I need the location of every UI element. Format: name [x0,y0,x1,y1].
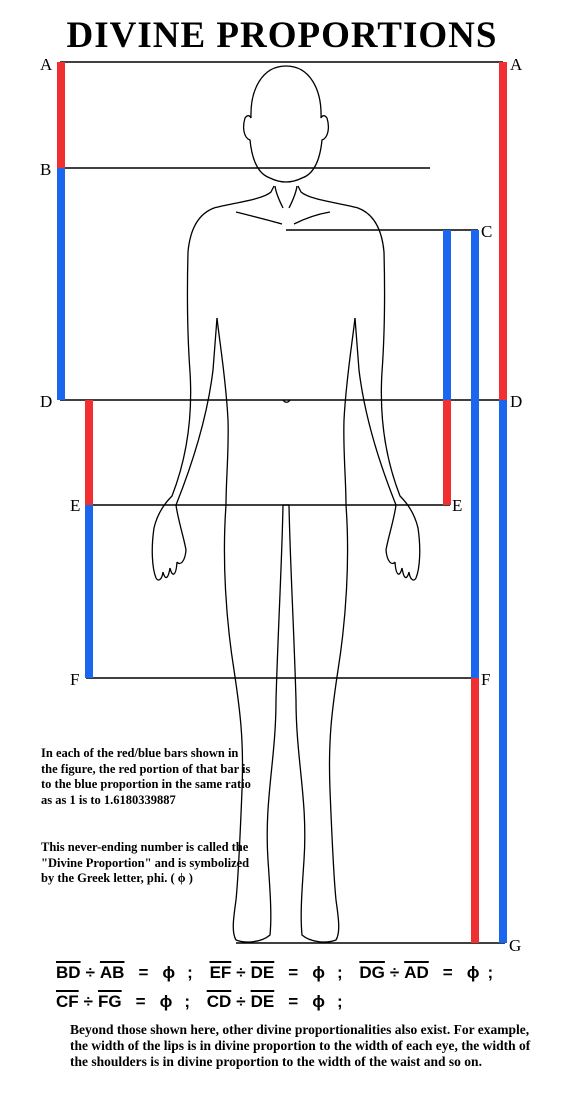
equation-row-1: BD ÷ AB = ϕ; EF ÷ DE = ϕ; DG ÷ AD = ϕ; [56,963,501,983]
left-arm-inner [175,317,218,506]
divide-sign: ÷ [236,963,246,982]
blue-bar-dg [499,400,507,943]
label-right-g: G [509,936,521,955]
segment-ab: AB [99,963,125,982]
segment-cd: CD [206,992,232,1011]
segment-bd: BD [56,963,81,982]
label-right-a: A [510,55,523,74]
separator: ; [336,992,343,1011]
segment-dg: DG [359,963,385,982]
red-bar-ad [499,62,507,400]
equation-ef-de: EF ÷ DE = ϕ; [210,963,360,982]
blue-bar-cf [471,230,479,678]
equation-bd-ab: BD ÷ AB = ϕ; [56,963,210,982]
phi-symbol: ϕ [312,963,325,982]
red-bar-ab [57,62,65,168]
equation-row-2: CF ÷ FG = ϕ; CD ÷ DE = ϕ; [56,992,355,1012]
label-left-d: D [40,392,52,411]
page-title: DIVINE PROPORTIONS [66,15,498,56]
torso-right-outline [297,185,421,579]
label-left-f: F [70,670,79,689]
equals-sign: = [135,992,146,1011]
label-left-e: E [70,496,80,515]
collarbone-left [235,211,283,225]
segment-cf: CF [56,992,79,1011]
separator: ; [184,992,190,1011]
right-side-waist [343,317,356,506]
label-right-e: E [452,496,462,515]
phi-symbol: ϕ [312,992,325,1011]
segment-fg: FG [98,992,122,1011]
point-labels: A B D E F A C D E F G [40,55,523,955]
equals-sign: = [288,992,299,1011]
guide-lines [60,61,505,944]
neck-left [274,185,284,209]
equation-cf-fg: CF ÷ FG = ϕ; [56,992,207,1011]
head-outline [243,65,329,183]
segment-ef: EF [209,963,232,982]
right-arm-inner [354,317,397,506]
left-hand-outline [155,504,187,581]
separator: ; [187,963,193,982]
divide-sign: ÷ [389,963,400,982]
left-side-waist [216,317,229,506]
phi-symbol: ϕ [162,963,176,982]
label-right-f: F [481,670,490,689]
red-bar-de-right [443,400,451,505]
label-right-c: C [481,222,492,241]
left-leg-outline [223,504,284,943]
red-bar-fg [471,678,479,943]
neck-right [288,185,298,209]
equation-dg-ad: DG ÷ AD = ϕ; [359,963,501,982]
separator: ; [487,963,494,982]
equals-sign: = [442,963,453,982]
ratio-explanation: In each of the red/blue bars shown in th… [41,746,251,807]
collarbone-right [293,211,331,225]
divide-sign: ÷ [85,963,95,982]
segment-de: DE [250,992,275,1011]
red-bar-de [85,400,93,505]
divide-sign: ÷ [83,992,94,1011]
equals-sign: = [288,963,299,982]
segment-ad: AD [404,963,429,982]
equals-sign: = [138,963,149,982]
equation-cd-de: CD ÷ DE = ϕ; [207,992,355,1011]
blue-bar-ef [85,505,93,678]
right-leg-outline [288,504,349,943]
segment-de: DE [250,963,275,982]
label-right-d: D [510,392,522,411]
torso-left-outline [151,185,275,579]
divide-sign: ÷ [236,992,246,1011]
label-left-a: A [40,55,53,74]
blue-bar-bd [57,168,65,400]
human-figure [151,65,421,943]
right-hand-outline [385,504,417,581]
phi-explanation: This never-ending number is called the "… [41,840,250,885]
proportion-bars [57,62,507,943]
separator: ; [336,963,343,982]
label-left-b: B [40,160,51,179]
phi-symbol: ϕ [466,963,480,982]
footer-note: Beyond those shown here, other divine pr… [70,1022,531,1069]
phi-symbol: ϕ [159,992,173,1011]
blue-bar-cd [443,230,451,400]
